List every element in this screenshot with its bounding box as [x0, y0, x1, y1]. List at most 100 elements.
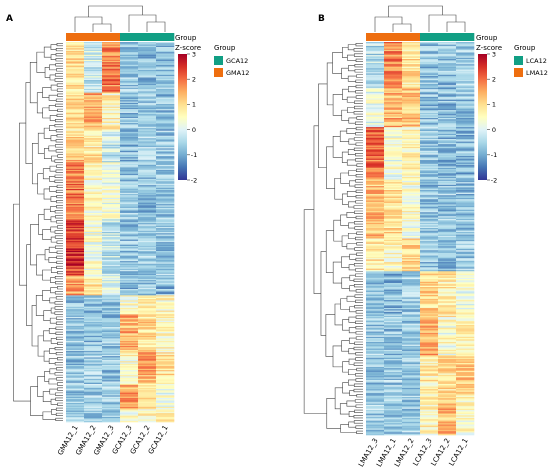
- heatmap-cell: [384, 149, 403, 152]
- heatmap-cell: [366, 304, 385, 306]
- heatmap-cell: [120, 373, 139, 376]
- dendrogram-link: [340, 214, 349, 226]
- heatmap-cell: [138, 43, 157, 45]
- heatmap-cell: [84, 253, 103, 256]
- heatmap-cell: [402, 273, 421, 276]
- heatmap-cell: [138, 401, 157, 404]
- heatmap-cell: [438, 231, 457, 234]
- heatmap-cell: [366, 247, 385, 250]
- dendrogram-link: [353, 53, 363, 57]
- heatmap-cell: [120, 91, 139, 93]
- heatmap-cell: [84, 152, 103, 154]
- heatmap-cell: [66, 282, 85, 285]
- heatmap-cell: [456, 256, 475, 259]
- heatmap-cell: [420, 234, 439, 237]
- heatmap-cell: [138, 382, 157, 385]
- heatmap-cell: [156, 365, 175, 367]
- heatmap-cell: [438, 394, 457, 396]
- heatmap-cell: [84, 220, 103, 223]
- heatmap-cell: [420, 210, 439, 213]
- heatmap-cell: [102, 232, 121, 234]
- heatmap-cell: [66, 342, 85, 344]
- dendrogram-link: [356, 231, 363, 235]
- heatmap-cell: [420, 326, 439, 328]
- heatmap-cell: [102, 172, 121, 175]
- dendrogram-link: [355, 58, 363, 62]
- heatmap-cell: [402, 229, 421, 231]
- heatmap-cell: [384, 166, 403, 169]
- heatmap-cell: [402, 183, 421, 186]
- heatmap-cell: [120, 158, 139, 161]
- heatmap-cell: [384, 108, 403, 111]
- heatmap-cell: [366, 51, 385, 53]
- heatmap-cell: [456, 230, 475, 233]
- heatmap-cell: [402, 406, 421, 408]
- heatmap-cell: [438, 47, 457, 49]
- heatmap-cell: [456, 264, 475, 267]
- heatmap-cell: [84, 257, 103, 259]
- heatmap-cell: [66, 153, 85, 156]
- heatmap-cell: [456, 153, 475, 155]
- heatmap-cell: [366, 212, 385, 214]
- heatmap-cell: [84, 332, 103, 334]
- heatmap-cell: [84, 240, 103, 243]
- heatmap-cell: [420, 305, 439, 307]
- heatmap-cell: [420, 412, 439, 415]
- dendrogram-link: [355, 43, 363, 47]
- heatmap-cell: [84, 404, 103, 406]
- dendrogram-link: [348, 327, 356, 334]
- heatmap-cell: [384, 114, 403, 116]
- heatmap-cell: [66, 268, 85, 271]
- dendrogram-link: [355, 352, 363, 356]
- heatmap-cell: [138, 329, 157, 332]
- heatmap-cell: [138, 258, 157, 261]
- heatmap-cell: [138, 121, 157, 124]
- heatmap-cell: [438, 169, 457, 171]
- heatmap-cell: [66, 315, 85, 318]
- dendrogram-link: [326, 62, 334, 106]
- heatmap-cell: [456, 407, 475, 410]
- heatmap-cell: [420, 158, 439, 161]
- heatmap-cell: [84, 389, 103, 391]
- heatmap-cell: [384, 398, 403, 400]
- heatmap-cell: [438, 145, 457, 148]
- heatmap-cell: [66, 256, 85, 258]
- heatmap-cell: [66, 139, 85, 142]
- heatmap-cell: [66, 363, 85, 366]
- heatmap-cell: [66, 354, 85, 357]
- heatmap-cell: [138, 351, 157, 353]
- heatmap-cell: [456, 175, 475, 178]
- heatmap-cell: [84, 382, 103, 385]
- heatmap-cell: [120, 334, 139, 337]
- heatmap-cell: [102, 277, 121, 280]
- heatmap-cell: [84, 131, 103, 134]
- heatmap-cell: [66, 192, 85, 195]
- heatmap-cell: [156, 315, 175, 318]
- heatmap-cell: [120, 408, 139, 410]
- heatmap-cell: [420, 263, 439, 265]
- heatmap-cell: [66, 400, 85, 403]
- heatmap-cell: [384, 214, 403, 217]
- heatmap-cell: [156, 197, 175, 200]
- heatmap-cell: [420, 171, 439, 174]
- dendrogram-link: [55, 392, 63, 396]
- heatmap-cell: [402, 123, 421, 125]
- heatmap-cell: [84, 399, 103, 401]
- heatmap-cell: [420, 43, 439, 45]
- heatmap-cell: [420, 302, 439, 305]
- heatmap-cell: [384, 402, 403, 404]
- heatmap-cell: [138, 323, 157, 325]
- heatmap-cell: [66, 205, 85, 207]
- heatmap-cell: [66, 91, 85, 93]
- heatmap-cell: [120, 161, 139, 163]
- heatmap-cell: [66, 270, 85, 272]
- heatmap-cell: [66, 251, 85, 253]
- heatmap-cell: [438, 330, 457, 332]
- heatmap-cell: [120, 244, 139, 247]
- heatmap-cell: [366, 347, 385, 349]
- heatmap-cell: [456, 140, 475, 142]
- dendrogram-link: [50, 338, 58, 344]
- heatmap-cell: [102, 114, 121, 116]
- heatmap-cell: [84, 409, 103, 411]
- heatmap-cell: [120, 316, 139, 319]
